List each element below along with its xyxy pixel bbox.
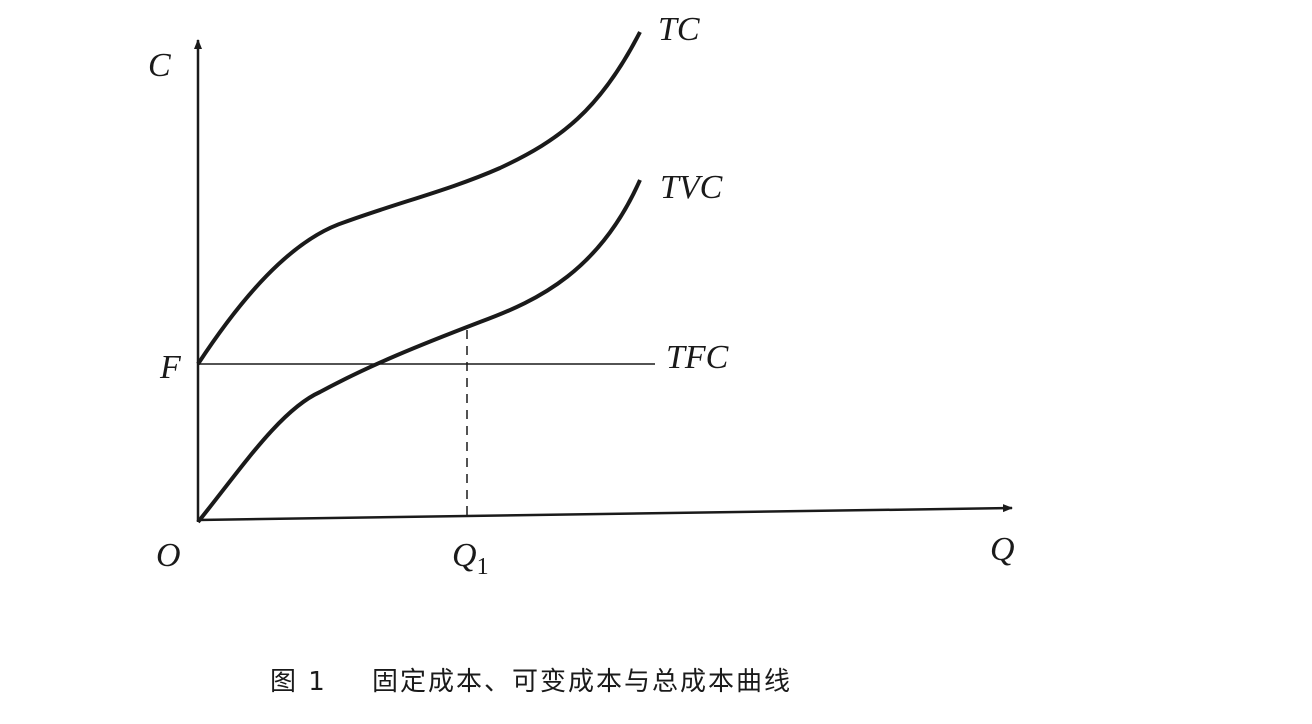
tvc-label: TVC [660,169,723,206]
tc-label: TC [658,11,700,48]
tvc-curve [196,179,642,524]
caption-number: 图 1 [270,667,327,697]
y-axis-label: C [148,47,171,84]
tc-curve [196,31,642,366]
x-axis-label: Q [990,531,1015,568]
q1-label: Q1 [452,537,489,580]
x-axis [197,504,1013,522]
caption-text: 固定成本、可变成本与总成本曲线 [372,667,792,697]
q1-subscript: 1 [477,554,489,580]
q1-main: Q [452,537,477,574]
f-label: F [159,349,182,386]
origin-label: O [156,537,181,574]
tfc-label: TFC [666,339,729,376]
